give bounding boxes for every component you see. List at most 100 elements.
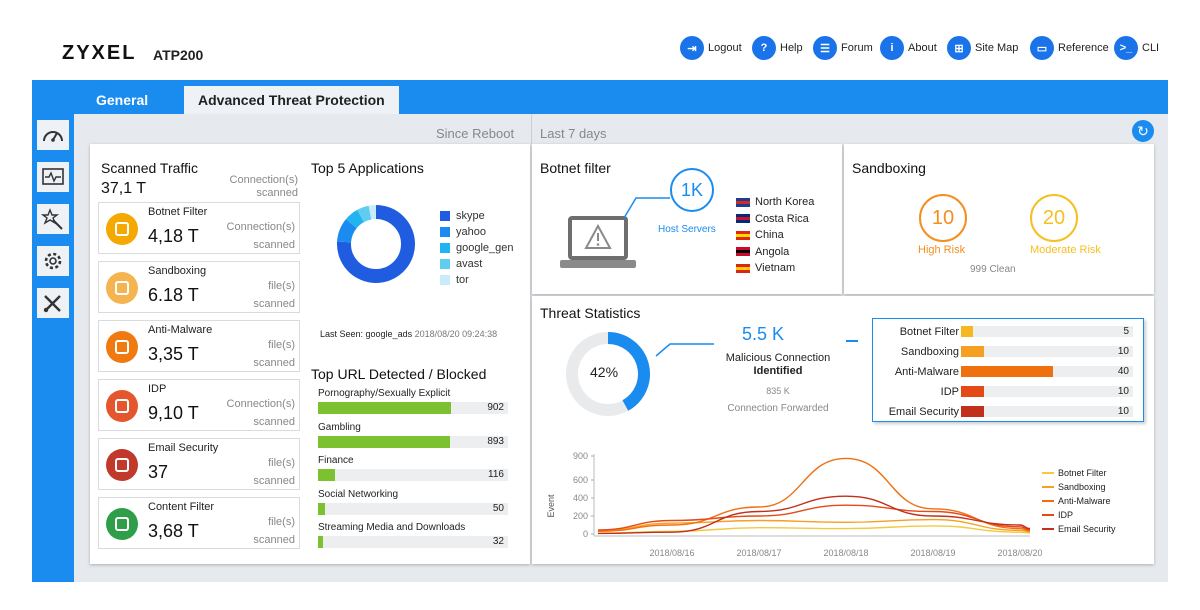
top-url-title: Top URL Detected / Blocked [311, 366, 487, 382]
botnet-filter-panel: Botnet filter 1K Host Servers North Kore… [532, 144, 842, 294]
threat-name: Sandboxing [900, 346, 959, 358]
service-unit: file(s) scanned [253, 516, 295, 546]
nav-site-map-button[interactable]: ⊞ Site Map [947, 36, 1018, 60]
about-icon: i [880, 36, 904, 60]
donut-slice-google_gen [345, 209, 365, 229]
threat-name: Botnet Filter [899, 326, 959, 338]
x-tick-label: 2018/08/17 [736, 548, 781, 558]
url-bar-fill [318, 435, 450, 448]
refresh-button[interactable]: ↻ [1132, 120, 1154, 142]
service-icon-mark [115, 399, 129, 413]
north-korea-flag-icon [736, 197, 750, 207]
service-anti-malware[interactable]: Anti-Malware 3,35 T file(s) scanned [98, 320, 300, 372]
url-category: Gambling [318, 421, 361, 433]
service-unit: file(s) scanned [253, 339, 295, 369]
service-unit: Connection(s) scanned [226, 398, 295, 428]
threat-connector-line [655, 343, 714, 357]
service-icon-mark [115, 281, 129, 295]
country-item: Costa Rica [736, 213, 809, 225]
logout-icon: ⇥ [680, 36, 704, 60]
nav-help-button[interactable]: ? Help [752, 36, 803, 60]
url-count: 893 [487, 435, 504, 447]
series-line-idp [597, 504, 1031, 531]
threat-value: 10 [1117, 406, 1129, 417]
url-bar-fill [318, 402, 451, 414]
app-name: google_gen [456, 242, 514, 254]
scanned-traffic-unit: Connection(s) scanned [229, 174, 298, 199]
legend-label: IDP [1058, 510, 1074, 520]
country-item: Angola [736, 246, 789, 258]
service-email-security[interactable]: Email Security 37 file(s) scanned [98, 438, 300, 490]
last-seen: Last Seen: google_ads 2018/08/20 09:24:3… [320, 329, 498, 339]
url-bar: 32 [318, 536, 508, 548]
nav-about-button[interactable]: i About [880, 36, 937, 60]
service-name: Email Security [148, 442, 219, 454]
service-value: 3,35 T [148, 344, 199, 364]
host-servers-count: 1K [670, 168, 714, 212]
donut-slice-yahoo [337, 219, 357, 243]
top-apps-donut [337, 205, 415, 283]
high-risk-count: 10 [919, 194, 967, 242]
clean-count: 999 Clean [970, 264, 1016, 275]
threat-name: Email Security [888, 406, 959, 418]
sidebar-monitor[interactable] [37, 162, 69, 192]
threat-bar: 5 [961, 326, 1133, 337]
donut-slice-tor [368, 205, 377, 220]
url-category: Streaming Media and Downloads [318, 522, 466, 533]
host-servers-label: Host Servers [658, 224, 716, 235]
content-filter-icon [106, 508, 138, 540]
threat-bar-fill [961, 386, 984, 397]
angola-flag-icon [736, 247, 750, 256]
service-idp[interactable]: IDP 9,10 T Connection(s) scanned [98, 379, 300, 431]
threat-value: 5 [1123, 326, 1129, 337]
threat-percent: 42% [590, 364, 619, 380]
nav-forum-button[interactable]: ☰ Forum [813, 36, 873, 60]
threat-percent-ring [566, 332, 650, 416]
legend-label: Sandboxing [1058, 482, 1106, 492]
wizard-icon [41, 208, 63, 230]
threat-bar-row: IDP 10 [873, 385, 1145, 399]
sidebar-dashboard[interactable] [37, 120, 69, 150]
moderate-risk-label: Moderate Risk [1030, 244, 1101, 256]
threat-value: 40 [1117, 366, 1129, 377]
reference-icon: ▭ [1030, 36, 1054, 60]
help-icon: ? [752, 36, 776, 60]
nav-reference-button[interactable]: ▭ Reference [1030, 36, 1109, 60]
tab-advanced-threat-protection[interactable]: Advanced Threat Protection [184, 86, 399, 114]
line-legend-item: Email Security [1042, 524, 1116, 534]
last-7-days-label: Last 7 days [540, 126, 607, 141]
y-tick-label: 600 [573, 475, 588, 485]
nav-logout-button[interactable]: ⇥ Logout [680, 36, 742, 60]
service-botnet-filter[interactable]: Botnet Filter 4,18 T Connection(s) scanned [98, 202, 300, 254]
url-bar: 902 [318, 402, 508, 414]
service-value: 3,68 T [148, 521, 199, 541]
legend-label: Botnet Filter [1058, 468, 1107, 478]
service-content-filter[interactable]: Content Filter 3,68 T file(s) scanned [98, 497, 300, 549]
url-count: 116 [488, 469, 504, 480]
url-bar: 116 [318, 469, 508, 481]
threat-statistics-panel: Threat Statistics 42% 5.5 K Malicious Co… [532, 296, 1154, 564]
service-sandboxing[interactable]: Sandboxing 6.18 T file(s) scanned [98, 261, 300, 313]
service-name: Botnet Filter [148, 206, 208, 218]
y-tick-label: 200 [573, 511, 588, 521]
vietnam-flag-icon [736, 263, 750, 273]
service-icon-mark [115, 517, 129, 531]
threat-bar-fill [961, 326, 973, 337]
line-legend-item: IDP [1042, 510, 1073, 520]
maintenance-icon [43, 295, 61, 313]
legend-line [1042, 486, 1054, 488]
line-legend-item: Anti-Malware [1042, 496, 1111, 506]
sidebar-wizard[interactable] [37, 204, 69, 234]
tab-general[interactable]: General [96, 92, 149, 108]
sandboxing-title: Sandboxing [852, 160, 926, 176]
malicious-label: Malicious Connection Identified [725, 352, 831, 377]
anti-malware-icon [106, 331, 138, 363]
url-bar: 893 [318, 435, 508, 448]
app-legend-item: tor [440, 274, 469, 286]
sidebar-maintenance[interactable] [37, 288, 69, 318]
threat-value: 10 [1117, 386, 1129, 397]
service-value: 6.18 T [148, 285, 199, 305]
sidebar-settings[interactable] [37, 246, 69, 276]
service-icon-mark [115, 222, 129, 236]
nav-cli-button[interactable]: >_ CLI [1114, 36, 1159, 60]
